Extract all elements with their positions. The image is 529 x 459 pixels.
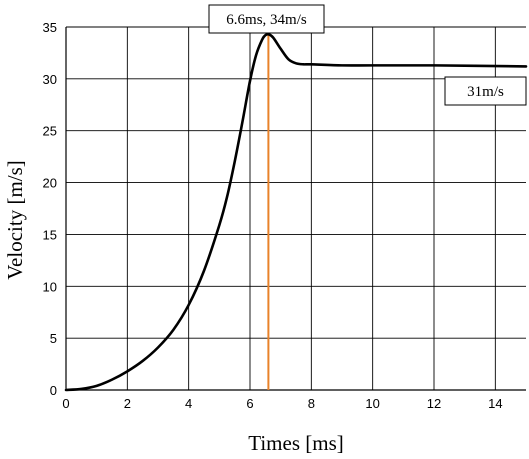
y-tick-label-10: 10 <box>43 279 57 294</box>
x-tick-label-6: 6 <box>246 396 253 411</box>
y-tick-label-15: 15 <box>43 227 57 242</box>
x-tick-label-2: 2 <box>124 396 131 411</box>
annotation-peak: 6.6ms, 34m/s <box>208 4 325 34</box>
y-tick-label-20: 20 <box>43 176 57 191</box>
y-tick-label-25: 25 <box>43 124 57 139</box>
annotation-steady-label: 31m/s <box>467 84 504 100</box>
annotation-peak-label: 6.6ms, 34m/s <box>226 12 307 28</box>
annotation-steady: 31m/s <box>444 76 527 106</box>
x-tick-label-0: 0 <box>62 396 69 411</box>
x-tick-label-12: 12 <box>427 396 441 411</box>
grid <box>65 26 526 391</box>
series-line-velocity <box>64 32 528 392</box>
y-tick-label-30: 30 <box>43 72 57 87</box>
x-tick-label-4: 4 <box>185 396 192 411</box>
y-tick-label-5: 5 <box>50 331 57 346</box>
annotation-steady-box <box>444 76 527 106</box>
y-axis-title: Velocity [m/s] <box>3 160 27 280</box>
y-tick-label-0: 0 <box>50 383 57 398</box>
annotation-peak-box <box>208 4 325 34</box>
x-tick-label-8: 8 <box>308 396 315 411</box>
x-axis-title: Times [ms] <box>248 431 344 455</box>
tick-labels: 0 2 4 6 8 10 12 14 0 5 10 15 20 25 30 35 <box>43 20 503 411</box>
y-tick-label-35: 35 <box>43 20 57 35</box>
x-tick-label-14: 14 <box>488 396 502 411</box>
x-tick-label-10: 10 <box>365 396 379 411</box>
